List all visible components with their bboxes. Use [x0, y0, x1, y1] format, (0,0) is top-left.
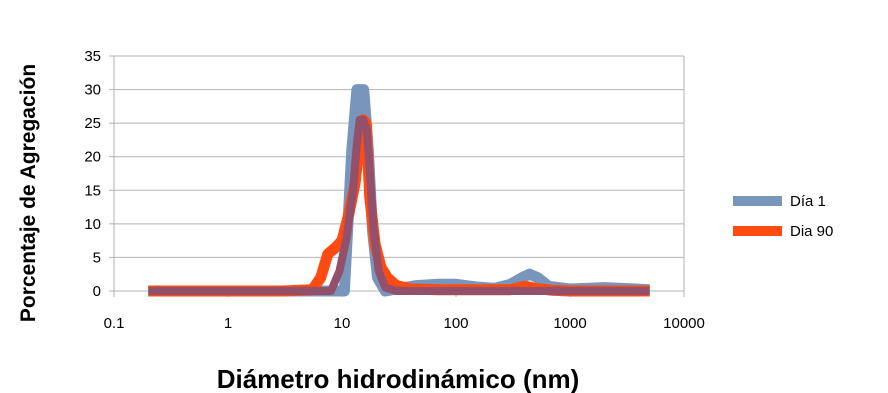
y-tick-label: 25 — [84, 115, 101, 132]
series-line-2 — [148, 114, 650, 297]
y-tick-label: 5 — [93, 249, 101, 266]
legend-label: Día 1 — [790, 193, 826, 210]
tick-labels: 0 5 10 15 20 25 30 35 0.1 1 10 100 1000 10000 — [84, 48, 705, 332]
axes — [109, 55, 685, 297]
y-tick-label: 30 — [84, 82, 101, 99]
series-group — [148, 84, 650, 297]
y-tick-label: 10 — [84, 216, 101, 233]
x-tick-label: 1000 — [553, 315, 586, 332]
y-tick-label: 15 — [84, 182, 101, 199]
y-tick-label: 20 — [84, 149, 101, 166]
y-tick-label: 35 — [84, 48, 101, 65]
x-tick-label: 10000 — [663, 315, 705, 332]
x-tick-label: 0.1 — [104, 315, 125, 332]
legend-label: Dia 90 — [790, 223, 833, 240]
y-tick-label: 0 — [93, 283, 101, 300]
grid-lines — [114, 55, 685, 291]
x-tick-label: 100 — [443, 315, 468, 332]
x-tick-label: 1 — [224, 315, 232, 332]
series-line-3 — [148, 115, 650, 295]
y-axis-title: Porcentaje de Agregación — [17, 64, 40, 322]
x-tick-label: 10 — [334, 315, 351, 332]
x-axis-title: Diámetro hidrodinámico (nm) — [217, 364, 580, 393]
legend: Día 1 Dia 90 — [733, 193, 833, 240]
